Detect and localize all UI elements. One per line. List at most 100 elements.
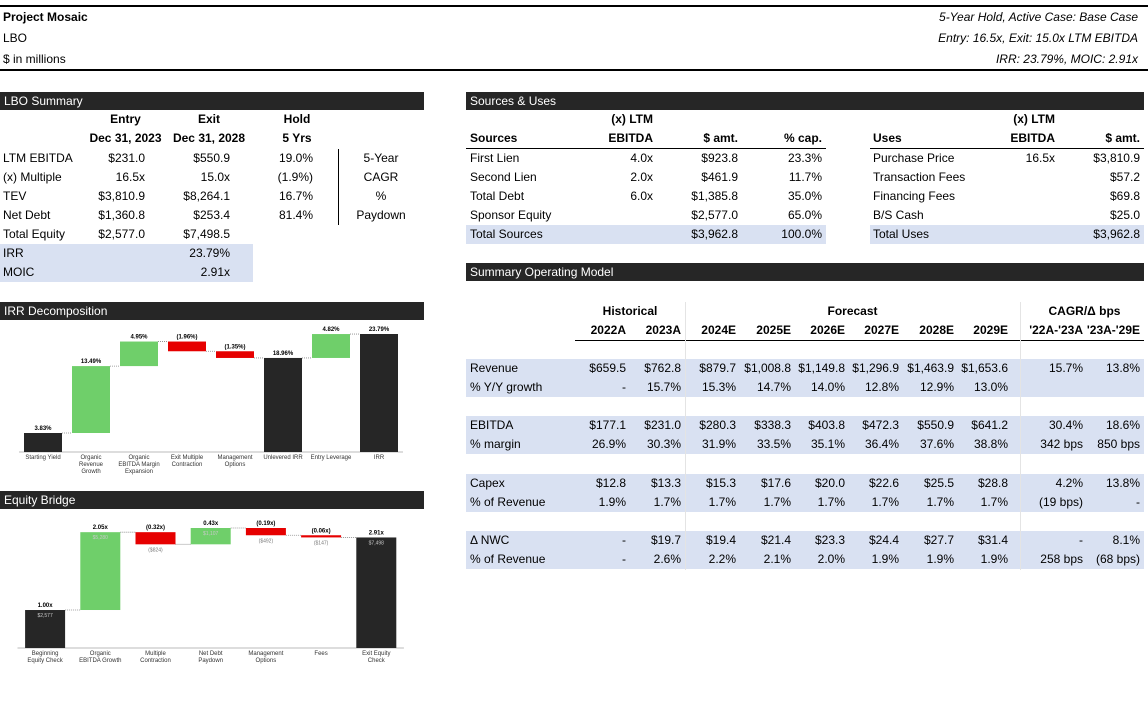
- table-cell: Net Debt: [3, 208, 51, 222]
- bar: [360, 334, 398, 452]
- top-rule: [0, 5, 1148, 7]
- table-cell: 31.9%: [701, 437, 736, 452]
- column-header: 2024E: [701, 323, 736, 337]
- table-cell: 2.0%: [817, 551, 845, 566]
- multiple-label: (0.32x): [146, 525, 165, 531]
- multiple-label: 1.00x: [38, 603, 54, 609]
- column-header: $ amt.: [1105, 131, 1140, 145]
- table-cell: 1.7%: [817, 494, 845, 509]
- table-cell: $762.8: [644, 361, 681, 375]
- table-cell: 2.2%: [708, 551, 736, 566]
- table-cell: 18.6%: [1105, 418, 1140, 433]
- table-cell: 2.6%: [653, 551, 681, 566]
- table-cell: % margin: [470, 437, 521, 452]
- table-cell: $1,296.9: [852, 361, 899, 375]
- data-label: $1,107: [203, 531, 219, 537]
- table-cell: $2,577.0: [691, 208, 738, 222]
- multiple-label: 2.05x: [93, 525, 109, 531]
- table-cell: 30.4%: [1048, 418, 1083, 433]
- column-header: EBITDA: [608, 131, 653, 145]
- table-cell: $25.5: [923, 475, 954, 490]
- table-cell: 1.9%: [926, 551, 954, 566]
- table-cell: 37.6%: [919, 437, 954, 452]
- waterfall-chart: 1.00x $2,577 2.05x $5,280 (0.32x) ($824) 0.43x…: [17, 521, 404, 649]
- table-cell: $923.8: [701, 151, 738, 165]
- table-cell: 850 bps: [1097, 437, 1140, 452]
- column-header: 2023A: [645, 323, 681, 337]
- table-cell: Purchase Price: [873, 151, 955, 165]
- table-cell: Revenue: [470, 361, 519, 375]
- section-title: Sources & Uses: [466, 92, 1144, 110]
- table-cell: 38.8%: [973, 437, 1008, 452]
- x-tick-label: Management Options: [217, 455, 253, 468]
- section-title: Summary Operating Model: [466, 263, 1144, 281]
- x-tick-label: Organic EBITDA Growth: [79, 651, 122, 664]
- column-header: 5 Yrs: [282, 131, 312, 145]
- table-cell: $7,498.5: [183, 227, 230, 241]
- table-cell: $231.0: [644, 418, 681, 433]
- table-cell: 1.7%: [926, 494, 954, 509]
- highlight-bg: [0, 244, 253, 282]
- table-cell: 2.1%: [763, 551, 791, 566]
- data-label: ($147): [314, 540, 329, 546]
- x-tick-label: IRR: [373, 455, 385, 461]
- project-title: Project Mosaic: [3, 10, 88, 24]
- bar: [264, 357, 302, 452]
- table-cell: 15.7%: [646, 380, 681, 394]
- table-cell: TEV: [3, 189, 27, 203]
- x-tick-label: Organic EBITDA Margin Expansion: [118, 455, 160, 475]
- data-label: 18.96%: [273, 351, 294, 357]
- table-cell: $21.4: [760, 532, 791, 547]
- table-cell: 258 bps: [1040, 551, 1083, 566]
- table-cell: $659.5: [589, 361, 626, 375]
- x-tick-label: Management Options: [248, 651, 284, 664]
- total-cell: 100.0%: [781, 227, 822, 241]
- x-tick-label: Starting Yield: [25, 455, 61, 461]
- table-cell: 12.8%: [864, 380, 899, 394]
- bar: [135, 532, 176, 545]
- x-tick-label: Unlevered IRR: [263, 455, 303, 461]
- table-cell: $1,360.8: [98, 208, 145, 222]
- table-cell: B/S Cash: [873, 208, 924, 222]
- table-cell: (x) Multiple: [3, 170, 62, 184]
- table-cell: $3,810.9: [98, 189, 145, 203]
- bar: [301, 535, 342, 538]
- table-cell: 1.7%: [653, 494, 681, 509]
- column-header: Sources: [470, 131, 518, 145]
- column-header: Entry: [110, 112, 141, 126]
- row-bg: [466, 530, 1144, 569]
- bar: [80, 532, 121, 611]
- header-text: LBO: [3, 31, 28, 45]
- table-cell: $550.9: [193, 151, 230, 165]
- table-cell: 1.9%: [598, 494, 626, 509]
- data-label: (1.35%): [224, 344, 245, 350]
- table-cell: -: [622, 380, 626, 394]
- column-header: (x) LTM: [611, 112, 653, 126]
- table-cell: 16.5x: [115, 170, 145, 184]
- table-cell: (19 bps): [1038, 494, 1083, 509]
- section-title: LBO Summary: [0, 92, 424, 110]
- table-cell: Transaction Fees: [873, 170, 966, 184]
- table-cell: (1.9%): [277, 170, 313, 184]
- column-header: Uses: [873, 131, 902, 145]
- table-cell: $22.6: [868, 475, 899, 490]
- header-note: 5-Year Hold, Active Case: Base Case: [939, 10, 1138, 24]
- table-cell: 14.7%: [756, 380, 791, 394]
- data-label: 4.82%: [322, 327, 340, 333]
- table-cell: -: [1136, 494, 1140, 509]
- table-cell: 13.0%: [973, 380, 1008, 394]
- table-divider: [338, 149, 339, 225]
- data-label: 23.79%: [369, 327, 390, 333]
- table-cell: 5-Year: [363, 151, 399, 165]
- table-cell: 35.0%: [787, 189, 822, 203]
- table-cell: $253.4: [193, 208, 230, 222]
- table-cell: IRR: [3, 246, 24, 260]
- table-cell: Financing Fees: [873, 189, 956, 203]
- table-cell: 23.3%: [787, 151, 822, 165]
- data-label: $7,498: [369, 540, 385, 546]
- table-cell: $12.8: [595, 475, 626, 490]
- data-label: ($824): [148, 547, 163, 553]
- bar: [356, 537, 397, 648]
- table-cell: 13.8%: [1105, 475, 1140, 490]
